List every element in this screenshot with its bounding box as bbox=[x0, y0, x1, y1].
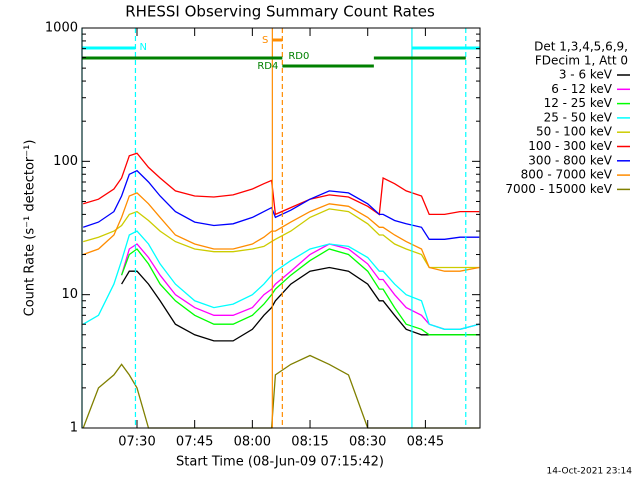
y-tick-label: 1 bbox=[70, 421, 78, 436]
data-line bbox=[121, 266, 480, 342]
legend-label: 300 - 800 keV bbox=[528, 153, 612, 167]
x-tick-label: 07:45 bbox=[176, 435, 213, 450]
legend-header: Det 1,3,4,5,6,9, bbox=[534, 40, 628, 54]
flag-label: N bbox=[139, 42, 146, 53]
data-line bbox=[82, 169, 480, 240]
legend-label: 7000 - 15000 keV bbox=[505, 182, 612, 196]
x-tick-label: 08:30 bbox=[349, 435, 386, 450]
y-tick-label: 100 bbox=[53, 154, 78, 169]
x-tick-label: 08:45 bbox=[407, 435, 444, 450]
legend-label: 6 - 12 keV bbox=[551, 82, 613, 96]
data-line bbox=[120, 243, 480, 330]
data-line bbox=[120, 248, 480, 336]
legend-label: 12 - 25 keV bbox=[544, 96, 613, 110]
legend-label: 3 - 6 keV bbox=[559, 68, 613, 82]
legend-header: FDecim 1, Att 0 bbox=[535, 54, 628, 68]
x-tick-label: 08:00 bbox=[234, 435, 271, 450]
y-axis-label: Count Rate (s⁻¹ detector⁻¹) bbox=[23, 140, 38, 317]
data-line bbox=[83, 152, 480, 216]
data-line bbox=[82, 192, 480, 272]
flag-label: RD0 bbox=[288, 51, 309, 62]
legend-label: 800 - 7000 keV bbox=[521, 168, 613, 182]
plot-frame bbox=[81, 27, 481, 429]
x-axis-label: Start Time (08-Jun-09 07:15:42) bbox=[176, 455, 384, 470]
timestamp: 14-Oct-2021 23:14 bbox=[547, 467, 633, 477]
legend-label: 100 - 300 keV bbox=[528, 139, 612, 153]
flag-label: S bbox=[262, 35, 268, 46]
flag-label: RD4 bbox=[257, 61, 278, 72]
legend-label: 25 - 50 keV bbox=[544, 110, 613, 124]
y-tick-label: 10 bbox=[61, 287, 78, 302]
x-tick-label: 08:15 bbox=[291, 435, 328, 450]
y-tick-label: 1000 bbox=[45, 21, 78, 36]
legend-label: 50 - 100 keV bbox=[536, 125, 613, 139]
chart-title: RHESSI Observing Summary Count Rates bbox=[125, 3, 435, 21]
x-tick-label: 07:30 bbox=[118, 435, 155, 450]
